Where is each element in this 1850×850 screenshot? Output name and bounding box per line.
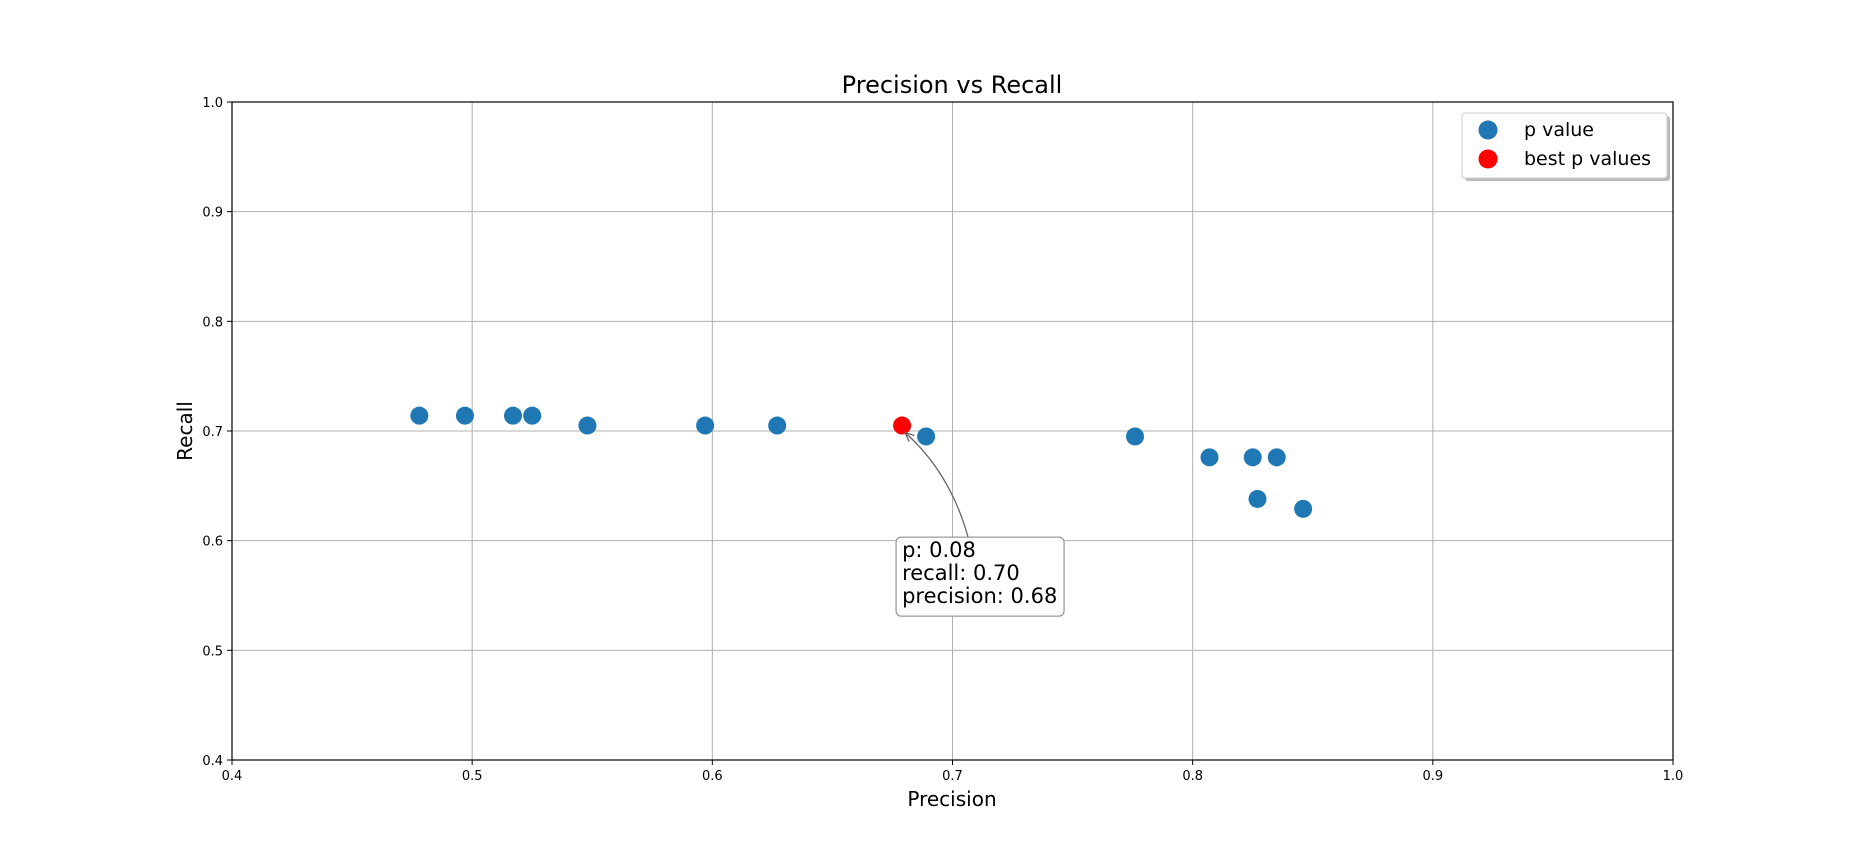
annotation-box [895, 536, 1065, 617]
x-tick-label: 0.7 [942, 769, 963, 784]
data-point [1200, 448, 1219, 467]
legend-marker [1478, 149, 1498, 169]
series-p-value [410, 406, 1313, 518]
legend-box [1461, 112, 1668, 179]
x-tick-label: 0.6 [702, 769, 723, 784]
data-point [1294, 499, 1313, 518]
data-point [1248, 489, 1267, 508]
annotation-arrowhead [903, 431, 915, 442]
x-tick-label: 0.4 [222, 769, 243, 784]
data-point [696, 416, 715, 435]
y-axis-label: Recall [173, 401, 197, 461]
series-best-p-values [893, 416, 912, 435]
y-tick-label: 0.5 [202, 644, 223, 659]
x-tick-label: 1.0 [1663, 769, 1684, 784]
plot-frame [231, 101, 1674, 761]
chart-title: Precision vs Recall [842, 71, 1063, 99]
x-axis-label: Precision [907, 787, 996, 811]
annotation-line: recall: 0.70 [902, 561, 1020, 585]
axis-ticks: 0.4 0.5 0.6 0.7 0.8 0.9 1.0 0.4 0.5 0.6 0.7 0.8 0.9 1… [202, 96, 1683, 784]
annotation-line: precision: 0.68 [902, 584, 1057, 608]
y-tick-label: 0.7 [202, 425, 223, 440]
annotation-arrow [904, 432, 969, 538]
legend-marker [1478, 120, 1498, 140]
y-tick-label: 0.9 [202, 206, 223, 221]
x-tick-label: 0.5 [462, 769, 483, 784]
data-point [1126, 427, 1145, 446]
y-tick-label: 1.0 [202, 96, 223, 111]
y-tick-label: 0.4 [202, 754, 223, 769]
data-point [768, 416, 787, 435]
data-point [1267, 448, 1286, 467]
data-points [410, 406, 1313, 518]
legend: p value best p values [1461, 112, 1670, 181]
data-point [410, 406, 429, 425]
data-point [917, 427, 936, 446]
data-point [893, 416, 912, 435]
data-point [503, 406, 522, 425]
data-point [1243, 448, 1262, 467]
data-point [578, 416, 597, 435]
legend-label: p value [1524, 119, 1594, 141]
x-tick-label: 0.8 [1182, 769, 1203, 784]
data-point [523, 406, 542, 425]
data-point [455, 406, 474, 425]
y-tick-label: 0.6 [202, 535, 223, 550]
legend-label: best p values [1524, 148, 1651, 170]
x-tick-label: 0.9 [1422, 769, 1443, 784]
annotation-line: p: 0.08 [902, 538, 976, 562]
y-tick-label: 0.8 [202, 315, 223, 330]
